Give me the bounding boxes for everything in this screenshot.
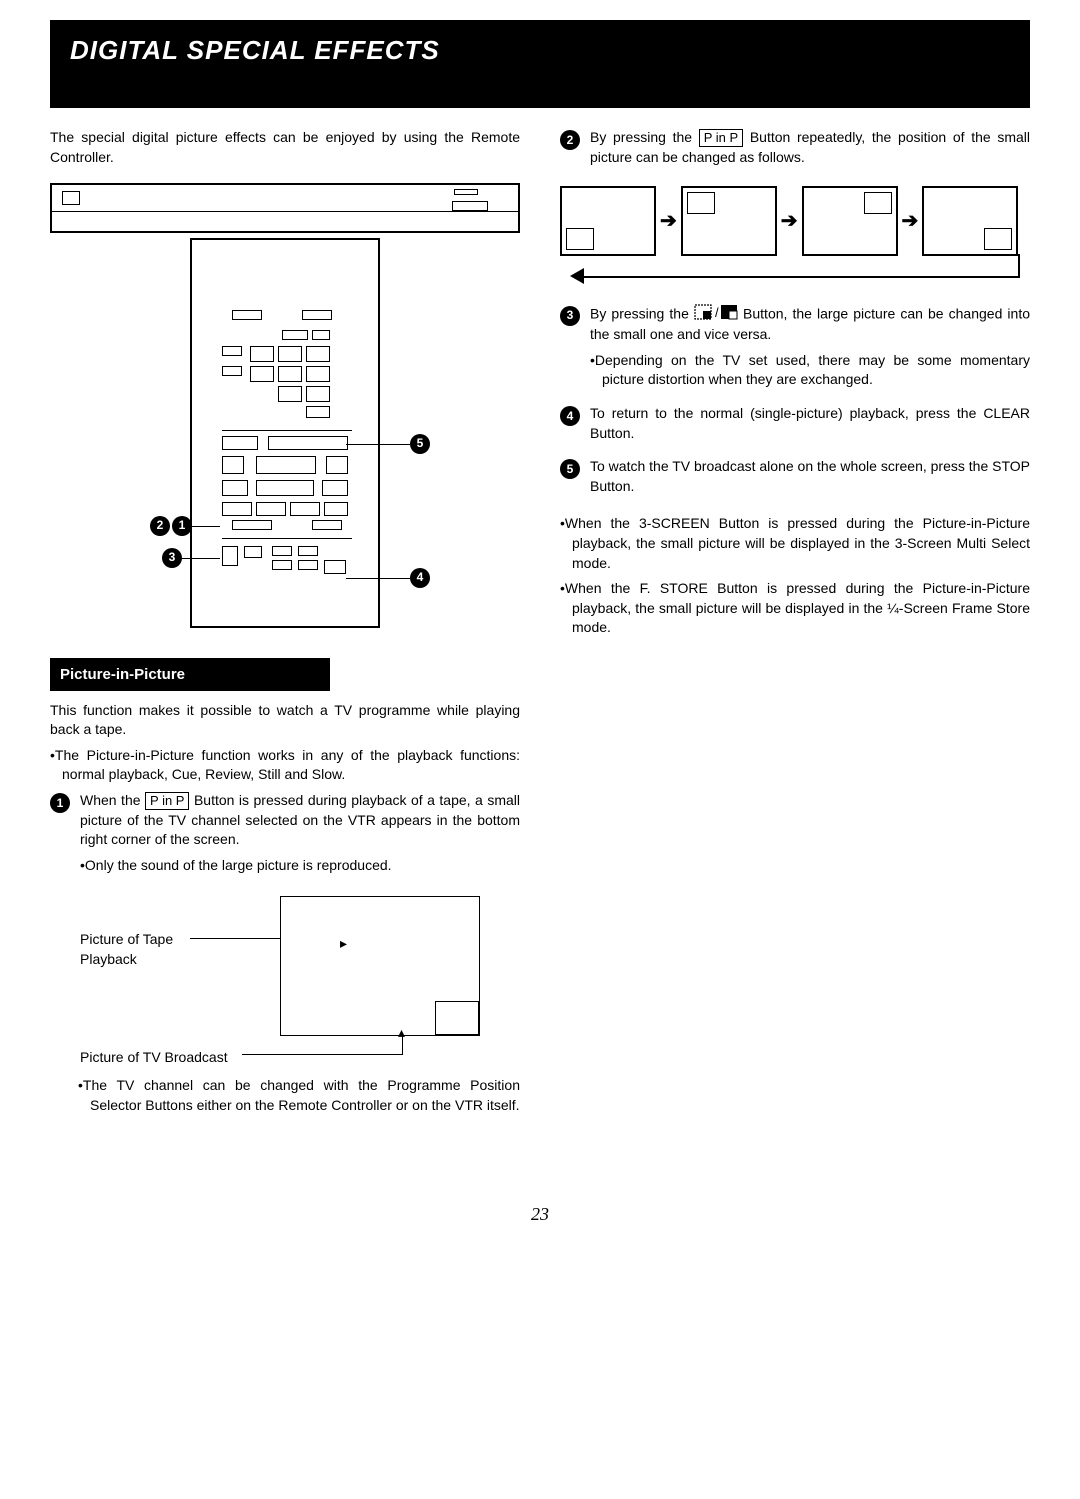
step-2-text: By pressing the P in P Button repeatedly… — [590, 128, 1030, 167]
step-2-badge: 2 — [560, 130, 580, 150]
page-title: DIGITAL SPECIAL EFFECTS — [70, 32, 1010, 68]
callout-4: 4 — [410, 568, 430, 588]
vcr-diagram — [50, 183, 520, 233]
step-1-sub: •Only the sound of the large picture is … — [80, 856, 520, 876]
callout-1: 1 — [172, 516, 192, 536]
step-2: 2 By pressing the P in P Button repeated… — [560, 128, 1030, 173]
pip-section-header: Picture-in-Picture — [50, 658, 330, 691]
step-5-badge: 5 — [560, 459, 580, 479]
position-diagram: ➔ ➔ ➔ — [560, 186, 1030, 256]
pinp-button-label-2: P in P — [699, 129, 743, 147]
pip-illustration: Picture of TapePlayback ▸ Picture of TV … — [80, 896, 480, 1066]
step-3: 3 By pressing the / Button, the large pi — [560, 304, 1030, 396]
step-1: 1 When the P in P Button is pressed duri… — [50, 791, 520, 881]
step-3-text: By pressing the / Button, the large pict… — [590, 304, 1030, 345]
pip-bullet-1: •The Picture-in-Picture function works i… — [50, 746, 520, 785]
return-arrow — [560, 266, 1030, 286]
step-4-text: To return to the normal (single-picture)… — [590, 404, 1030, 443]
step-1-badge: 1 — [50, 793, 70, 813]
pip-description: This function makes it possible to watch… — [50, 701, 520, 740]
illust-label-tv: Picture of TV Broadcast — [80, 1048, 228, 1068]
arrow-icon: ➔ — [902, 207, 919, 235]
callout-3: 3 — [162, 548, 182, 568]
step-1-text: When the P in P Button is pressed during… — [80, 791, 520, 850]
step-3-sub: •Depending on the TV set used, there may… — [590, 351, 1030, 390]
intro-text: The special digital picture effects can … — [50, 128, 520, 167]
title-bar: DIGITAL SPECIAL EFFECTS — [50, 20, 1030, 108]
step-4: 4 To return to the normal (single-pictur… — [560, 404, 1030, 449]
step-3-badge: 3 — [560, 306, 580, 326]
note-3screen: •When the 3-SCREEN Button is pressed dur… — [560, 514, 1030, 573]
arrow-icon: ➔ — [660, 207, 677, 235]
step-1-note: •The TV channel can be changed with the … — [78, 1076, 520, 1115]
step-5-text: To watch the TV broadcast alone on the w… — [590, 457, 1030, 496]
note-fstore: •When the F. STORE Button is pressed dur… — [560, 579, 1030, 638]
step-5: 5 To watch the TV broadcast alone on the… — [560, 457, 1030, 502]
arrow-icon: ➔ — [781, 207, 798, 235]
right-column: 2 By pressing the P in P Button repeated… — [560, 128, 1030, 1121]
remote-diagram: 2 1 3 5 4 — [50, 238, 520, 638]
illust-label-tape: Picture of TapePlayback — [80, 930, 173, 969]
step-4-badge: 4 — [560, 406, 580, 426]
pinp-button-label: P in P — [145, 792, 189, 810]
left-column: The special digital picture effects can … — [50, 128, 520, 1121]
page-number: 23 — [50, 1202, 1030, 1227]
callout-2: 2 — [150, 516, 170, 536]
svg-text:/: / — [715, 305, 719, 320]
callout-5: 5 — [410, 434, 430, 454]
content-columns: The special digital picture effects can … — [50, 128, 1030, 1121]
swap-icon: / — [694, 304, 738, 326]
